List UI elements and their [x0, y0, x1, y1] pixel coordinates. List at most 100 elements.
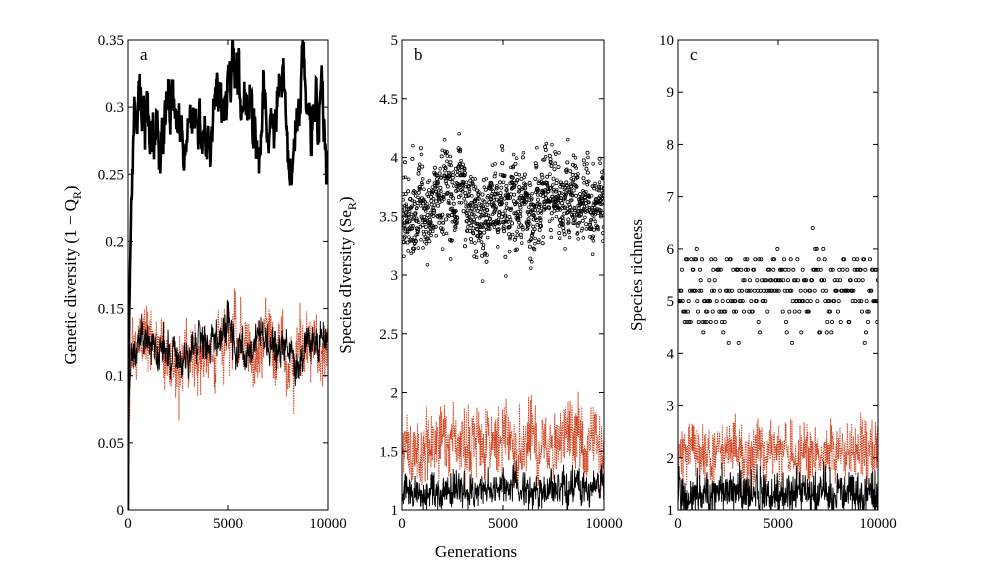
data-point [768, 288, 773, 293]
data-point [598, 161, 602, 166]
data-point [740, 299, 745, 304]
data-point [860, 278, 865, 283]
data-point [474, 249, 479, 254]
data-point [415, 232, 420, 236]
data-point [484, 176, 489, 181]
data-point [867, 288, 872, 293]
data-point [850, 288, 855, 293]
data-point [596, 227, 600, 232]
data-point [555, 200, 560, 205]
data-point [546, 189, 551, 194]
data-point [555, 178, 559, 182]
data-point [446, 190, 450, 195]
data-point [587, 200, 591, 205]
y-tick-label: 2 [667, 451, 675, 467]
data-point [557, 236, 562, 240]
data-point [710, 309, 715, 314]
data-point [780, 309, 785, 314]
data-point [718, 267, 723, 272]
data-point [457, 200, 462, 205]
data-point [522, 175, 526, 180]
data-point [470, 194, 474, 198]
data-point [434, 233, 438, 238]
data-point [600, 170, 604, 174]
data-point [786, 267, 791, 272]
data-point [598, 210, 603, 215]
data-point [553, 150, 557, 154]
data-point [595, 224, 600, 229]
data-point [494, 205, 498, 209]
data-point [572, 206, 577, 211]
data-point [419, 238, 423, 242]
data-point [450, 220, 455, 224]
data-point [758, 330, 763, 335]
data-point [424, 242, 429, 246]
data-point [467, 189, 472, 193]
x-tick-label: 0 [674, 516, 682, 532]
data-point [698, 278, 703, 283]
data-point [560, 182, 565, 187]
data-point [491, 203, 496, 208]
data-point [862, 257, 867, 262]
data-point [447, 174, 452, 179]
data-point [583, 197, 588, 202]
data-point [416, 190, 421, 195]
data-point [441, 193, 446, 198]
y-tick-label: 0.2 [105, 234, 124, 250]
data-point [549, 160, 553, 164]
data-point [562, 229, 566, 233]
data-point [519, 241, 524, 245]
data-point [420, 177, 425, 181]
data-point [825, 319, 830, 324]
data-point [713, 257, 718, 262]
data-point [726, 299, 731, 304]
data-point [533, 236, 537, 241]
data-point [418, 203, 423, 208]
data-point [820, 288, 825, 293]
data-point [485, 253, 489, 257]
data-point [583, 215, 587, 220]
data-point [437, 220, 442, 225]
y-tick-label: 2 [391, 386, 399, 402]
data-point [554, 187, 559, 192]
data-point [525, 226, 530, 230]
data-point [553, 199, 558, 203]
data-point [478, 209, 483, 214]
data-point [412, 199, 417, 204]
data-point [568, 169, 573, 174]
data-point [696, 319, 701, 324]
data-point [778, 278, 783, 283]
panel-c: 0 5000 10000 1 2 3 4 5 6 7 8 9 10 c Species richness [627, 33, 897, 532]
data-point [858, 267, 863, 272]
data-point [539, 211, 544, 215]
y-tick-label: 5 [391, 33, 399, 49]
data-point [806, 309, 811, 314]
data-point [573, 156, 578, 160]
data-point [469, 206, 474, 211]
data-point [784, 319, 789, 324]
data-point [872, 267, 877, 272]
data-point [800, 267, 805, 272]
data-point [443, 179, 448, 184]
data-point [575, 231, 580, 235]
data-point [684, 257, 689, 262]
y-tick-label: 0.05 [98, 436, 124, 452]
data-point [812, 288, 817, 293]
data-point [787, 309, 792, 314]
data-point [520, 155, 525, 160]
data-point [476, 196, 481, 201]
data-point [567, 229, 572, 234]
data-point [544, 141, 549, 146]
data-point [714, 299, 719, 304]
data-point [543, 192, 548, 197]
data-point [450, 238, 454, 243]
data-point [402, 198, 405, 202]
data-point [768, 278, 773, 283]
x-tick-label: 10000 [859, 516, 897, 532]
data-point [574, 184, 579, 189]
data-point [763, 299, 768, 304]
data-point [480, 279, 485, 283]
data-point [416, 246, 421, 250]
data-point [442, 197, 446, 201]
data-point [496, 219, 501, 224]
